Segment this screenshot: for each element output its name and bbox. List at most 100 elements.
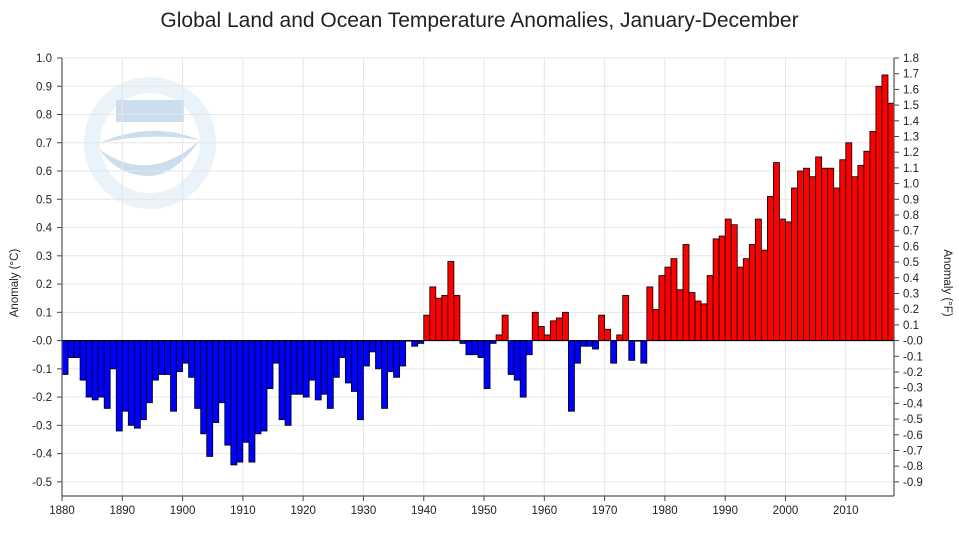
y-tick-label: 0.1 [36,307,52,319]
bar-positive [537,326,545,341]
y2-tick-label: 1.0 [903,179,919,191]
bar-negative [230,340,238,466]
bar-negative [513,340,521,381]
y-axis-label-celsius: Anomaly (°C) [9,249,21,318]
bar-negative [592,340,599,350]
bar-negative [519,340,527,398]
bar-negative [580,340,587,347]
bar-positive [652,309,660,341]
bar-negative [103,340,111,409]
y2-tick-label: 0.6 [903,241,919,253]
bar-positive [453,294,461,341]
bar-negative [188,340,196,378]
bar-negative [182,340,190,364]
x-tick-label: 2000 [773,505,799,517]
bar-positive [495,334,503,341]
bar-positive [712,238,720,341]
bar-negative [332,340,340,378]
bar-positive [803,167,810,341]
bar-positive [815,156,823,341]
bar-negative [115,340,123,432]
y-axis-label-fahrenheit: Anomaly (°F) [941,249,953,316]
bar-negative [465,340,473,356]
x-tick-label: 1890 [109,505,135,517]
bar-negative [477,340,485,358]
bar-positive [875,85,883,341]
bar-positive [658,275,666,341]
bar-negative [164,340,171,375]
bar-negative [91,340,99,401]
bar-negative [139,340,147,421]
bar-negative [133,340,141,429]
bar-negative [369,340,376,353]
y2-tick-label: -0.6 [903,430,923,442]
bar-positive [549,320,557,341]
bar-negative [152,340,159,381]
bar-negative [85,340,93,398]
bar-negative [411,340,419,347]
y-tick-label: 0.6 [36,166,52,178]
bar-positive [736,266,744,341]
bar-positive [779,218,786,341]
bar-negative [399,340,407,367]
bar-negative [79,340,87,381]
chart-title: Global Land and Ocean Temperature Anomal… [160,9,799,32]
bar-negative [170,340,177,412]
bar-negative [272,340,280,364]
y2-tick-label: 1.2 [903,147,919,159]
x-tick-label: 1950 [471,505,497,517]
bar-positive [543,334,551,341]
bar-negative [357,340,364,421]
bar-negative [97,340,105,398]
y2-tick-label: 1.1 [903,163,919,175]
bar-positive [797,170,804,341]
bar-positive [682,244,690,341]
bar-negative [387,340,394,373]
bar-negative [568,340,575,412]
y2-tick-label: -0.9 [903,477,923,489]
bar-negative [146,340,153,404]
bar-positive [773,162,780,341]
bar-positive [833,187,841,341]
x-tick-label: 1900 [170,505,196,517]
bar-positive [839,159,847,341]
bar-positive [646,286,654,341]
bar-negative [525,340,533,356]
bar-positive [809,176,817,341]
y2-tick-label: 1.4 [903,116,920,128]
bar-positive [435,297,443,341]
y2-tick-label: 0.8 [903,210,919,222]
bar-positive [724,218,732,341]
bar-negative [212,340,220,423]
bar-negative [127,340,135,426]
y2-tick-label: -0.3 [903,383,923,395]
y2-tick-label: 1.5 [903,100,919,112]
x-tick-label: 1920 [290,505,316,517]
bar-negative [381,340,388,409]
y2-tick-label: 0.9 [903,194,919,206]
bar-positive [562,311,569,341]
bar-negative [194,340,202,409]
bar-negative [260,340,268,432]
y2-tick-label: -0.5 [903,414,923,426]
bar-positive [598,314,606,341]
bar-negative [158,340,165,375]
x-tick-label: 1990 [712,505,738,517]
y-tick-label: 0.8 [36,110,52,122]
x-tick-label: 1960 [532,505,558,517]
bar-positive [760,249,768,341]
bar-negative [308,340,316,381]
bar-positive [851,176,859,341]
y2-tick-label: 1.8 [903,53,919,65]
bar-negative [326,340,334,409]
y2-tick-label: -0.7 [903,445,923,457]
bar-negative [483,340,491,390]
bar-negative [350,340,358,392]
x-tick-label: 1980 [652,505,678,517]
bar-positive [604,328,612,341]
bar-negative [375,340,382,370]
bar-positive [881,74,889,341]
bar-positive [616,334,624,341]
y-tick-label: -0.5 [32,477,52,489]
y-tick-label: -0.1 [32,364,52,376]
